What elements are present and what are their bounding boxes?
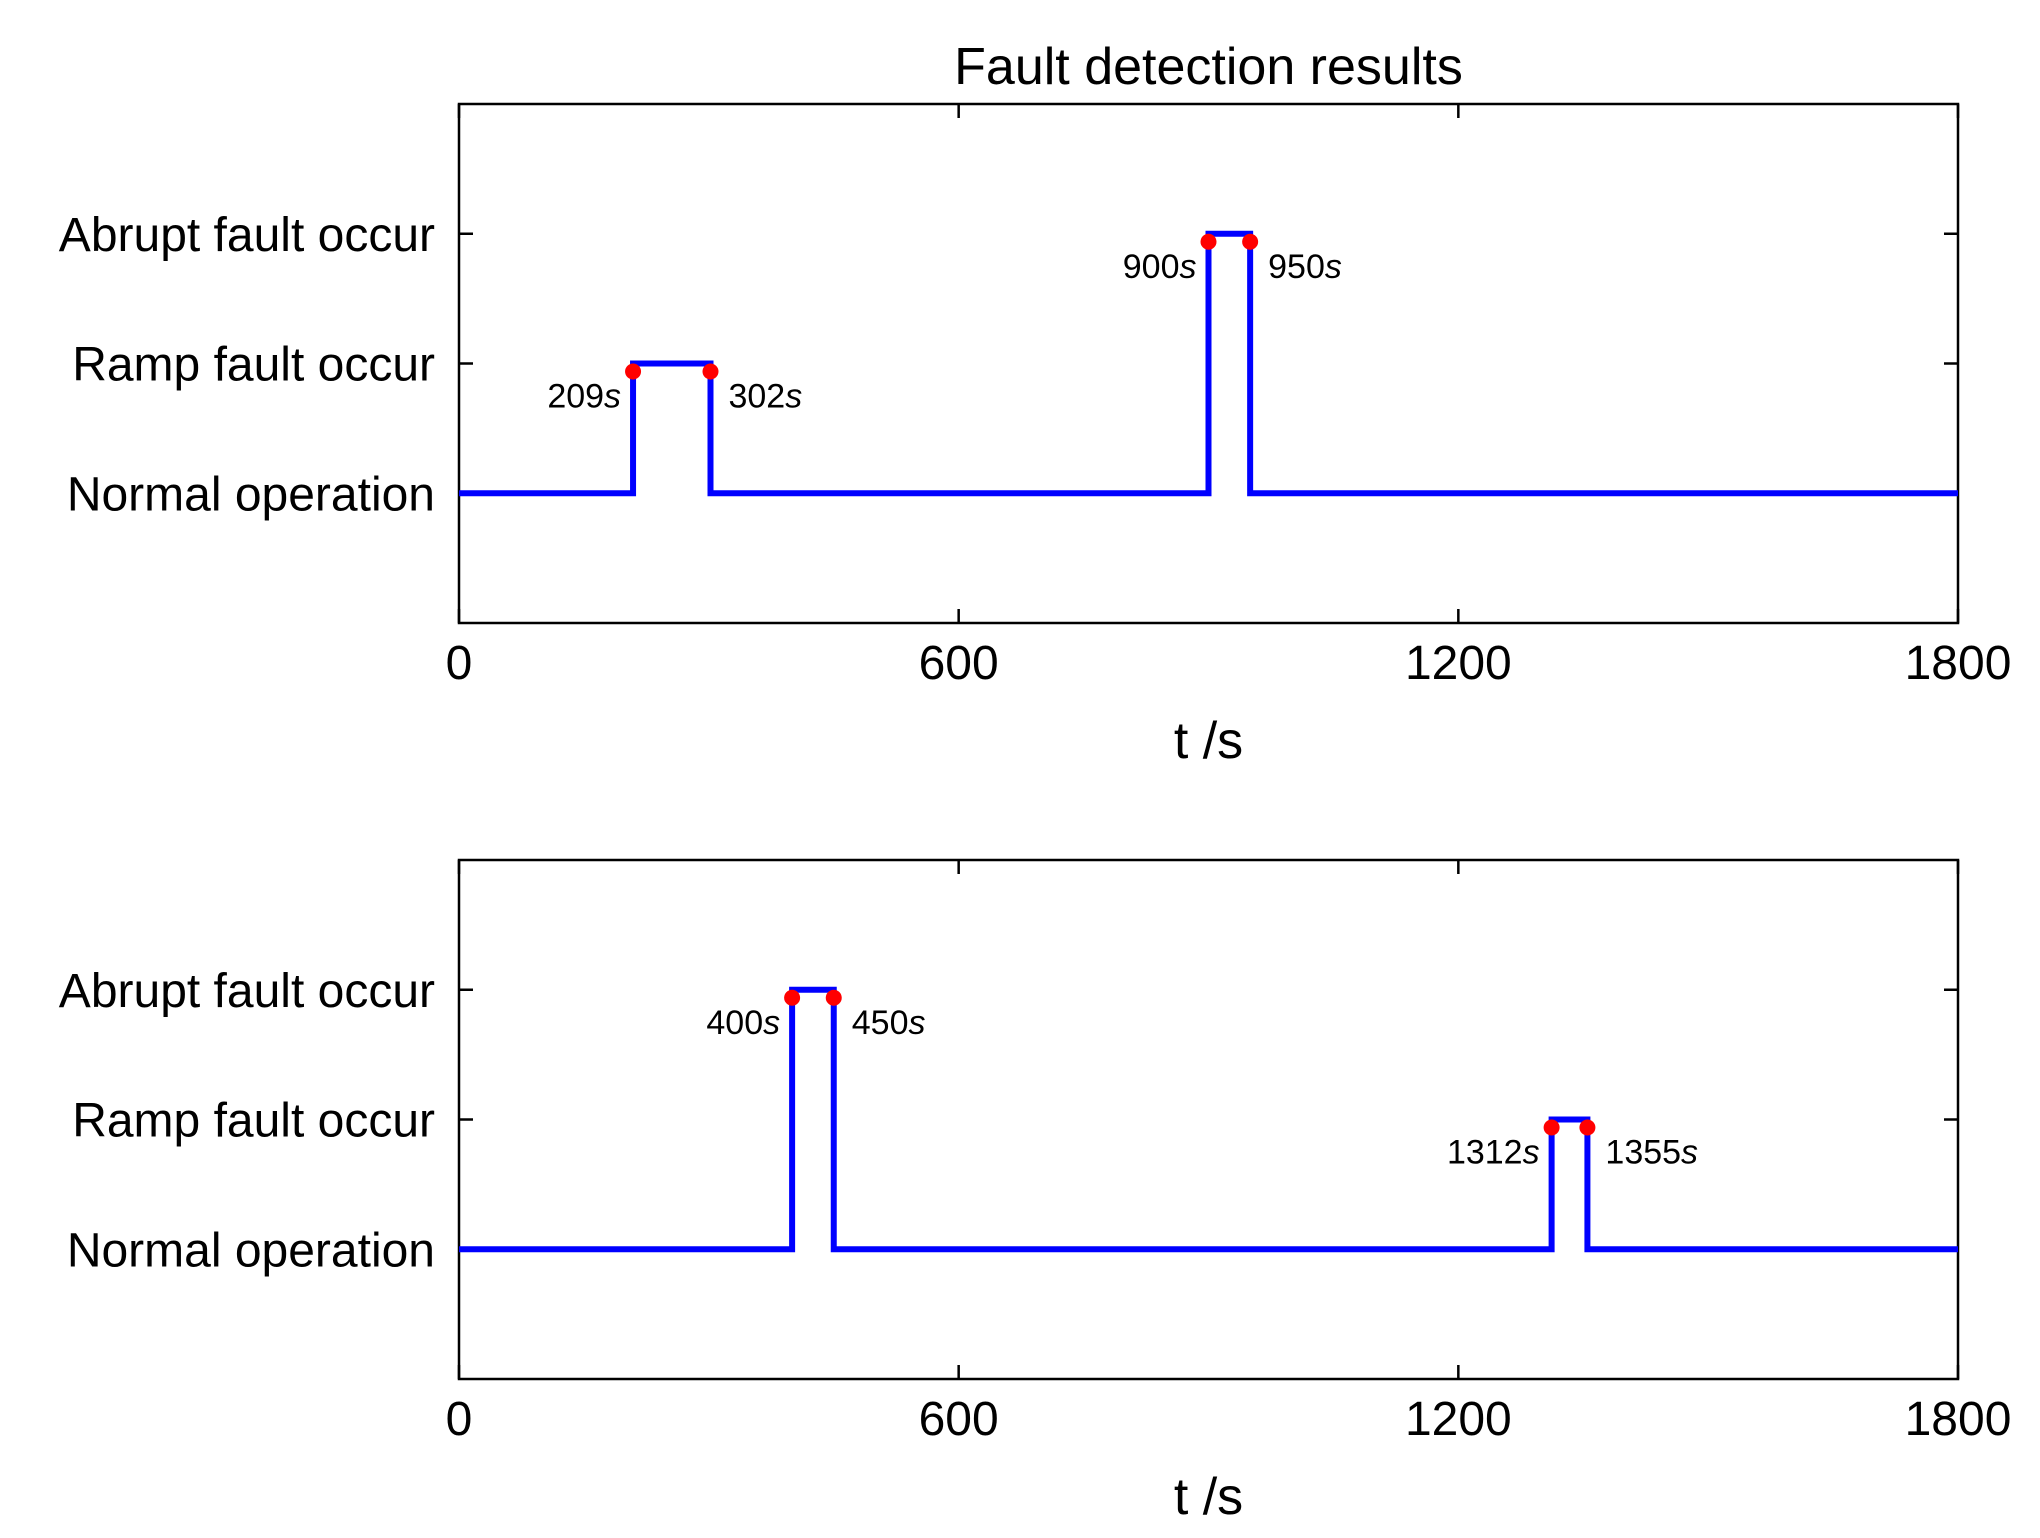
- x-tick-label: 600: [919, 1393, 999, 1446]
- x-tick-label: 600: [919, 637, 999, 690]
- series-line: [459, 230, 1958, 497]
- event-marker: [702, 363, 719, 380]
- event-unit: s: [785, 378, 802, 416]
- event-label: 1312s: [1447, 1134, 1540, 1172]
- x-axis-label: t /s: [1174, 1468, 1243, 1526]
- event-time: 302: [728, 378, 785, 416]
- event-marker: [784, 989, 801, 1006]
- y-tick-label: Ramp fault occur: [72, 1095, 435, 1148]
- event-time: 209: [547, 378, 604, 416]
- event-time: 400: [706, 1004, 763, 1042]
- y-tick-label: Ramp fault occur: [72, 339, 435, 392]
- event-label: 400s: [706, 1004, 780, 1042]
- event-time: 950: [1268, 248, 1325, 286]
- x-tick-label: 0: [446, 637, 473, 690]
- event-label: 450s: [852, 1004, 926, 1042]
- event-marker: [1543, 1119, 1560, 1136]
- event-label: 209s: [547, 378, 621, 416]
- x-tick-label: 1200: [1405, 1393, 1512, 1446]
- event-time: 450: [852, 1004, 909, 1042]
- axes-box: [457, 858, 1960, 1381]
- y-tick-label: Normal operation: [67, 1224, 435, 1277]
- event-marker: [625, 363, 642, 380]
- x-tick-label: 1800: [1905, 1393, 2012, 1446]
- y-tick-label: Normal operation: [67, 468, 435, 521]
- chart-top: Fault detection results 0 600 1200 1800 Norma…: [59, 38, 2012, 770]
- event-time: 1355: [1605, 1134, 1681, 1172]
- event-unit: s: [604, 378, 621, 416]
- event-label: 900s: [1123, 248, 1197, 286]
- x-tick-label: 1200: [1405, 637, 1512, 690]
- event-marker: [1579, 1119, 1596, 1136]
- y-tick-label: Abrupt fault occur: [59, 209, 435, 262]
- event-label: 1355s: [1605, 1134, 1698, 1172]
- x-tick-label: 1800: [1905, 637, 2012, 690]
- chart-bottom: 0 600 1200 1800 Normal operation Ramp fault o…: [59, 858, 2012, 1526]
- event-unit: s: [1681, 1134, 1698, 1172]
- event-unit: s: [1180, 248, 1197, 286]
- event-label: 302s: [728, 378, 802, 416]
- event-marker: [825, 989, 842, 1006]
- event-unit: s: [1523, 1134, 1540, 1172]
- series-line: [459, 986, 1958, 1253]
- y-tick-label: Abrupt fault occur: [59, 965, 435, 1018]
- event-marker: [1200, 233, 1217, 250]
- event-marker: [1242, 233, 1259, 250]
- event-unit: s: [1325, 248, 1342, 286]
- event-time: 1312: [1447, 1134, 1523, 1172]
- x-tick-label: 0: [446, 1393, 473, 1446]
- event-unit: s: [763, 1004, 780, 1042]
- event-unit: s: [908, 1004, 925, 1042]
- chart-title: Fault detection results: [954, 38, 1463, 96]
- x-axis-label: t /s: [1174, 712, 1243, 770]
- event-time: 900: [1123, 248, 1180, 286]
- event-label: 950s: [1268, 248, 1342, 286]
